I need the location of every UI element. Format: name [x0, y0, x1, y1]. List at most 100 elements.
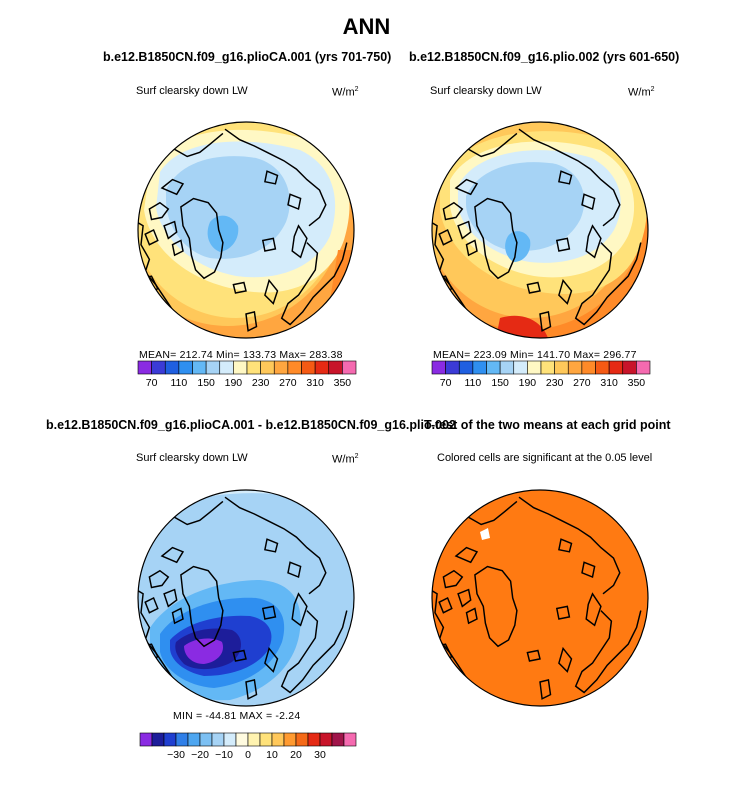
colorbar-2-tick-label: 190: [519, 377, 537, 389]
map-boundary-4: [431, 489, 649, 707]
colorbar-2-swatch: [608, 360, 624, 375]
colorbar-3-tick-label: −30: [167, 749, 185, 761]
colorbar-2: 70 110 150 190 230 270 310 350: [431, 360, 651, 389]
field-band-150b: [505, 231, 531, 262]
colorbar-1-swatch: [328, 360, 343, 375]
units-label-3: W/m2: [332, 453, 359, 466]
colorbar-2-swatch: [554, 360, 569, 375]
colorbar-2-swatch: [472, 360, 487, 375]
colorbar-2-swatch: [431, 360, 446, 375]
colorbar-3-swatch: [271, 732, 285, 747]
colorbar-2-tick-label: 230: [546, 377, 564, 389]
colorbar-1-swatch: [192, 360, 207, 375]
colorbar-3-tick-label: 20: [290, 749, 302, 761]
colorbar-1-swatch: [260, 360, 275, 375]
units-label-1: W/m2: [332, 86, 359, 99]
colorbar-1-swatch: [301, 360, 316, 375]
colorbar-2-tick-label: 310: [600, 377, 618, 389]
colorbar-2-swatch: [458, 360, 474, 375]
map-panel-3: [137, 489, 355, 707]
stats-2: MEAN= 223.09 Min= 141.70 Max= 296.77: [433, 349, 637, 361]
colorbar-3-swatch: [295, 732, 309, 747]
variable-label-3: Surf clearsky down LW: [136, 452, 248, 464]
panel-title-2: b.e12.B1850CN.f09_g16.plio.002 (yrs 601-…: [409, 50, 680, 64]
colorbar-1-tick-label: 270: [279, 377, 297, 389]
colorbar-1-swatch: [314, 360, 330, 375]
colorbar-3-swatch: [283, 732, 297, 747]
colorbar-3-swatch: [163, 732, 177, 747]
colorbar-3-swatch: [187, 732, 201, 747]
colorbar-3-swatch: [223, 732, 237, 747]
colorbar-3-swatch: [151, 732, 165, 747]
significant-cells: [432, 490, 648, 706]
field-band-310b: [496, 315, 548, 338]
figure-title: ANN: [342, 14, 391, 39]
colorbar-1-tick-label: 230: [252, 377, 270, 389]
colorbar-3-tick-label: 10: [266, 749, 278, 761]
colorbar-1-swatch: [273, 360, 289, 375]
variable-label-1: Surf clearsky down LW: [136, 85, 248, 97]
colorbar-1-swatch: [287, 360, 302, 375]
map-panel-1: [137, 121, 355, 339]
colorbar-3-swatch: [319, 732, 333, 747]
variable-label-2: Surf clearsky down LW: [430, 85, 542, 97]
colorbar-1-swatch: [233, 360, 248, 375]
colorbar-1-tick-label: 310: [306, 377, 324, 389]
colorbar-2-tick-label: 150: [491, 377, 509, 389]
colorbar-2-swatch: [486, 360, 501, 375]
colorbar-3-tick-label: −10: [215, 749, 233, 761]
units-label-2: W/m2: [628, 86, 655, 99]
panel-title-1: b.e12.B1850CN.f09_g16.plioCA.001 (yrs 70…: [103, 50, 392, 64]
colorbar-1-tick-label: 190: [225, 377, 243, 389]
map-boundary-2: [431, 121, 649, 339]
colorbar-2-swatch: [527, 360, 542, 375]
colorbar-3-swatch: [211, 732, 225, 747]
colorbar-3-tick-label: 0: [245, 749, 251, 761]
colorbar-3-swatch: [247, 732, 261, 747]
colorbar-1-swatch: [219, 360, 234, 375]
colorbar-2-tick-label: 110: [465, 377, 482, 389]
colorbar-3: −30 −20 −10 0 10 20 30: [139, 732, 357, 761]
stats-3: MIN = -44.81 MAX = -2.24: [173, 710, 301, 722]
colorbar-2-swatch: [513, 360, 528, 375]
colorbar-3-swatch: [259, 732, 273, 747]
colorbar-1-swatch: [151, 360, 166, 375]
colorbar-2-swatch: [581, 360, 596, 375]
colorbar-2-swatch: [499, 360, 515, 375]
map-boundary-3: [137, 489, 355, 707]
colorbar-3-swatch: [343, 732, 357, 747]
colorbar-2-tick-label: 270: [573, 377, 591, 389]
colorbar-2-swatch: [595, 360, 610, 375]
field-band-150: [207, 215, 239, 252]
colorbar-3-swatch: [331, 732, 345, 747]
colorbar-1-swatch: [342, 360, 357, 375]
colorbar-2-swatch: [445, 360, 460, 375]
colorbar-1-swatch: [178, 360, 193, 375]
colorbar-3-swatch: [199, 732, 213, 747]
field-band-170: [166, 156, 290, 259]
colorbar-3-swatch: [235, 732, 249, 747]
insignificant-cells: [480, 528, 490, 540]
colorbar-2-swatch: [622, 360, 637, 375]
colorbar-2-swatch: [636, 360, 651, 375]
panel-title-3: b.e12.B1850CN.f09_g16.plioCA.001 - b.e12…: [46, 418, 456, 432]
map-panel-2: [431, 121, 649, 339]
colorbar-1-tick-label: 350: [334, 377, 352, 389]
colorbar-1: 70 110 150 190 230 270 310 350: [137, 360, 357, 389]
colorbar-1-tick-label: 150: [197, 377, 215, 389]
diff-band-m40: [184, 638, 224, 664]
map-boundary-1: [137, 121, 355, 339]
stats-1: MEAN= 212.74 Min= 133.73 Max= 283.38: [139, 349, 343, 361]
colorbar-2-swatch: [540, 360, 555, 375]
colorbar-2-swatch: [567, 360, 583, 375]
panel-title-4: T-test of the two means at each grid poi…: [424, 418, 671, 432]
colorbar-3-tick-label: 30: [314, 749, 326, 761]
colorbar-1-swatch: [205, 360, 221, 375]
field-band-170b: [466, 162, 585, 251]
colorbar-3-swatch: [175, 732, 189, 747]
colorbar-1-swatch: [164, 360, 180, 375]
colorbar-2-tick-label: 70: [440, 377, 452, 389]
colorbar-3-tick-label: −20: [191, 749, 209, 761]
significance-note: Colored cells are significant at the 0.0…: [437, 452, 653, 464]
